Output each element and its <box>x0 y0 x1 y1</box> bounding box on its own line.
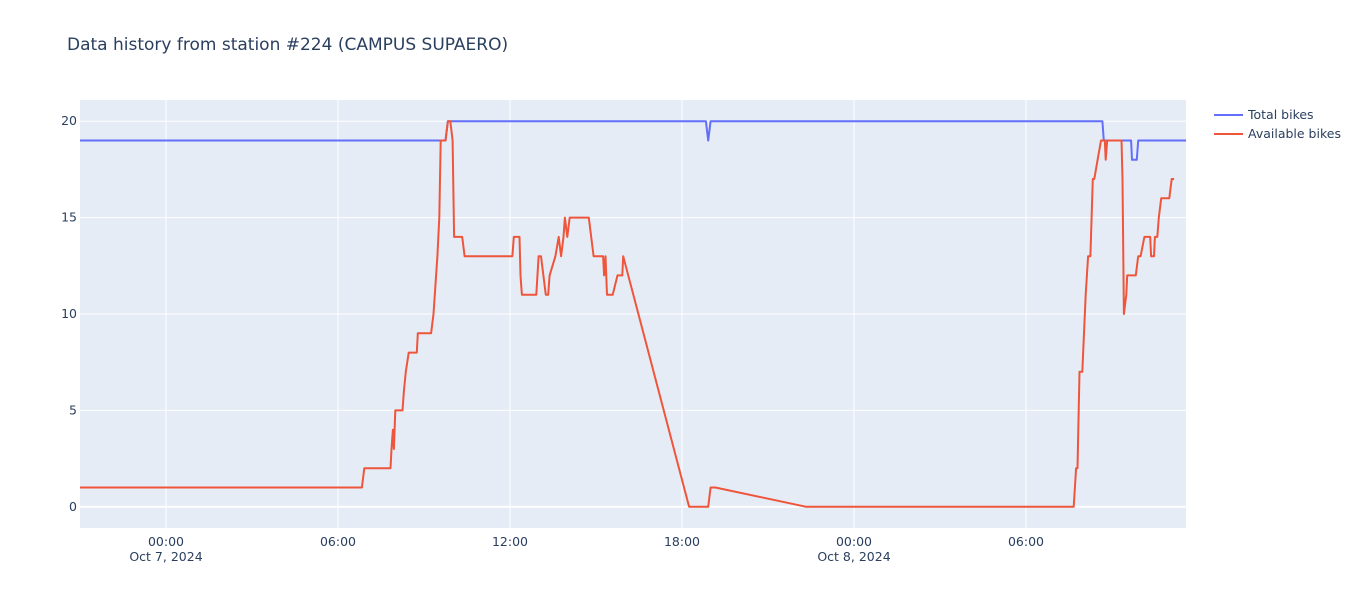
series-lines <box>80 120 1186 508</box>
x-tick-label: 12:00 <box>492 534 528 549</box>
y-tick-label: 15 <box>61 210 77 225</box>
y-tick-label: 5 <box>69 402 77 417</box>
x-tick-label: 18:00 <box>664 534 700 549</box>
series-line-available-bikes <box>80 120 1175 508</box>
legend-label: Total bikes <box>1247 107 1314 122</box>
chart-title: Data history from station #224 (CAMPUS S… <box>67 35 508 55</box>
x-tick-label: 06:00 <box>1008 534 1044 549</box>
y-tick-label: 0 <box>69 499 77 514</box>
x-tick-label: 00:00 <box>836 534 872 549</box>
x-tick-label: 00:00 <box>148 534 184 549</box>
legend-item[interactable]: Total bikes <box>1214 107 1314 122</box>
y-tick-label: 20 <box>61 113 77 128</box>
grid <box>80 100 1186 528</box>
x-tick-label: 06:00 <box>320 534 356 549</box>
x-tick-date-label: Oct 7, 2024 <box>129 549 202 564</box>
x-tick-date-label: Oct 8, 2024 <box>817 549 890 564</box>
legend[interactable]: Total bikes Available bikes <box>1214 107 1341 141</box>
legend-item[interactable]: Available bikes <box>1214 126 1341 141</box>
y-tick-label: 10 <box>61 306 77 321</box>
legend-label: Available bikes <box>1248 126 1341 141</box>
